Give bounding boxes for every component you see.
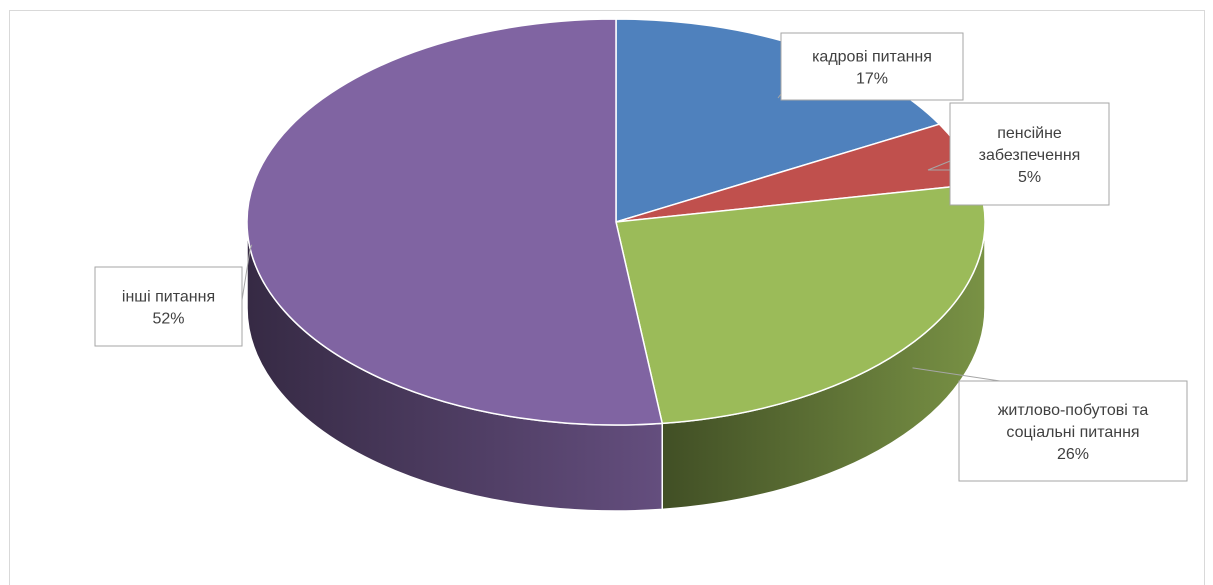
pie-slice-інші-питання [246, 18, 664, 426]
chart-area [9, 10, 1205, 585]
data-label-category: інші питання [122, 289, 215, 306]
leader-line [241, 244, 253, 301]
data-label-value: 52% [152, 311, 184, 328]
data-label-value: 5% [1018, 169, 1041, 186]
label-box [780, 32, 964, 101]
data-label-value: 17% [856, 71, 888, 88]
data-label-value: 26% [1057, 446, 1089, 463]
pie-slice-житлово-побутові-та-соціальні-питання [615, 183, 986, 425]
data-label-кадрові-питання: кадрові питання 17% [777, 32, 964, 101]
label-box [94, 266, 243, 347]
data-label-category: пенсійне [997, 125, 1062, 142]
data-label-житлово-побутові-та-соціальні-питання: житлово-побутові та соціальні питання 26% [912, 367, 1188, 482]
data-label-інші-питання: інші питання 52% [94, 244, 253, 347]
data-label-category: соціальні питання [1006, 424, 1139, 441]
label-box [958, 380, 1188, 482]
label-box [949, 102, 1110, 206]
data-label-category: житлово-побутові та [998, 402, 1149, 419]
data-label-category: забезпечення [979, 147, 1081, 164]
data-label-category: кадрові питання [812, 49, 932, 66]
data-label-пенсійне-забезпечення: пенсійне забезпечення 5% [927, 102, 1110, 206]
